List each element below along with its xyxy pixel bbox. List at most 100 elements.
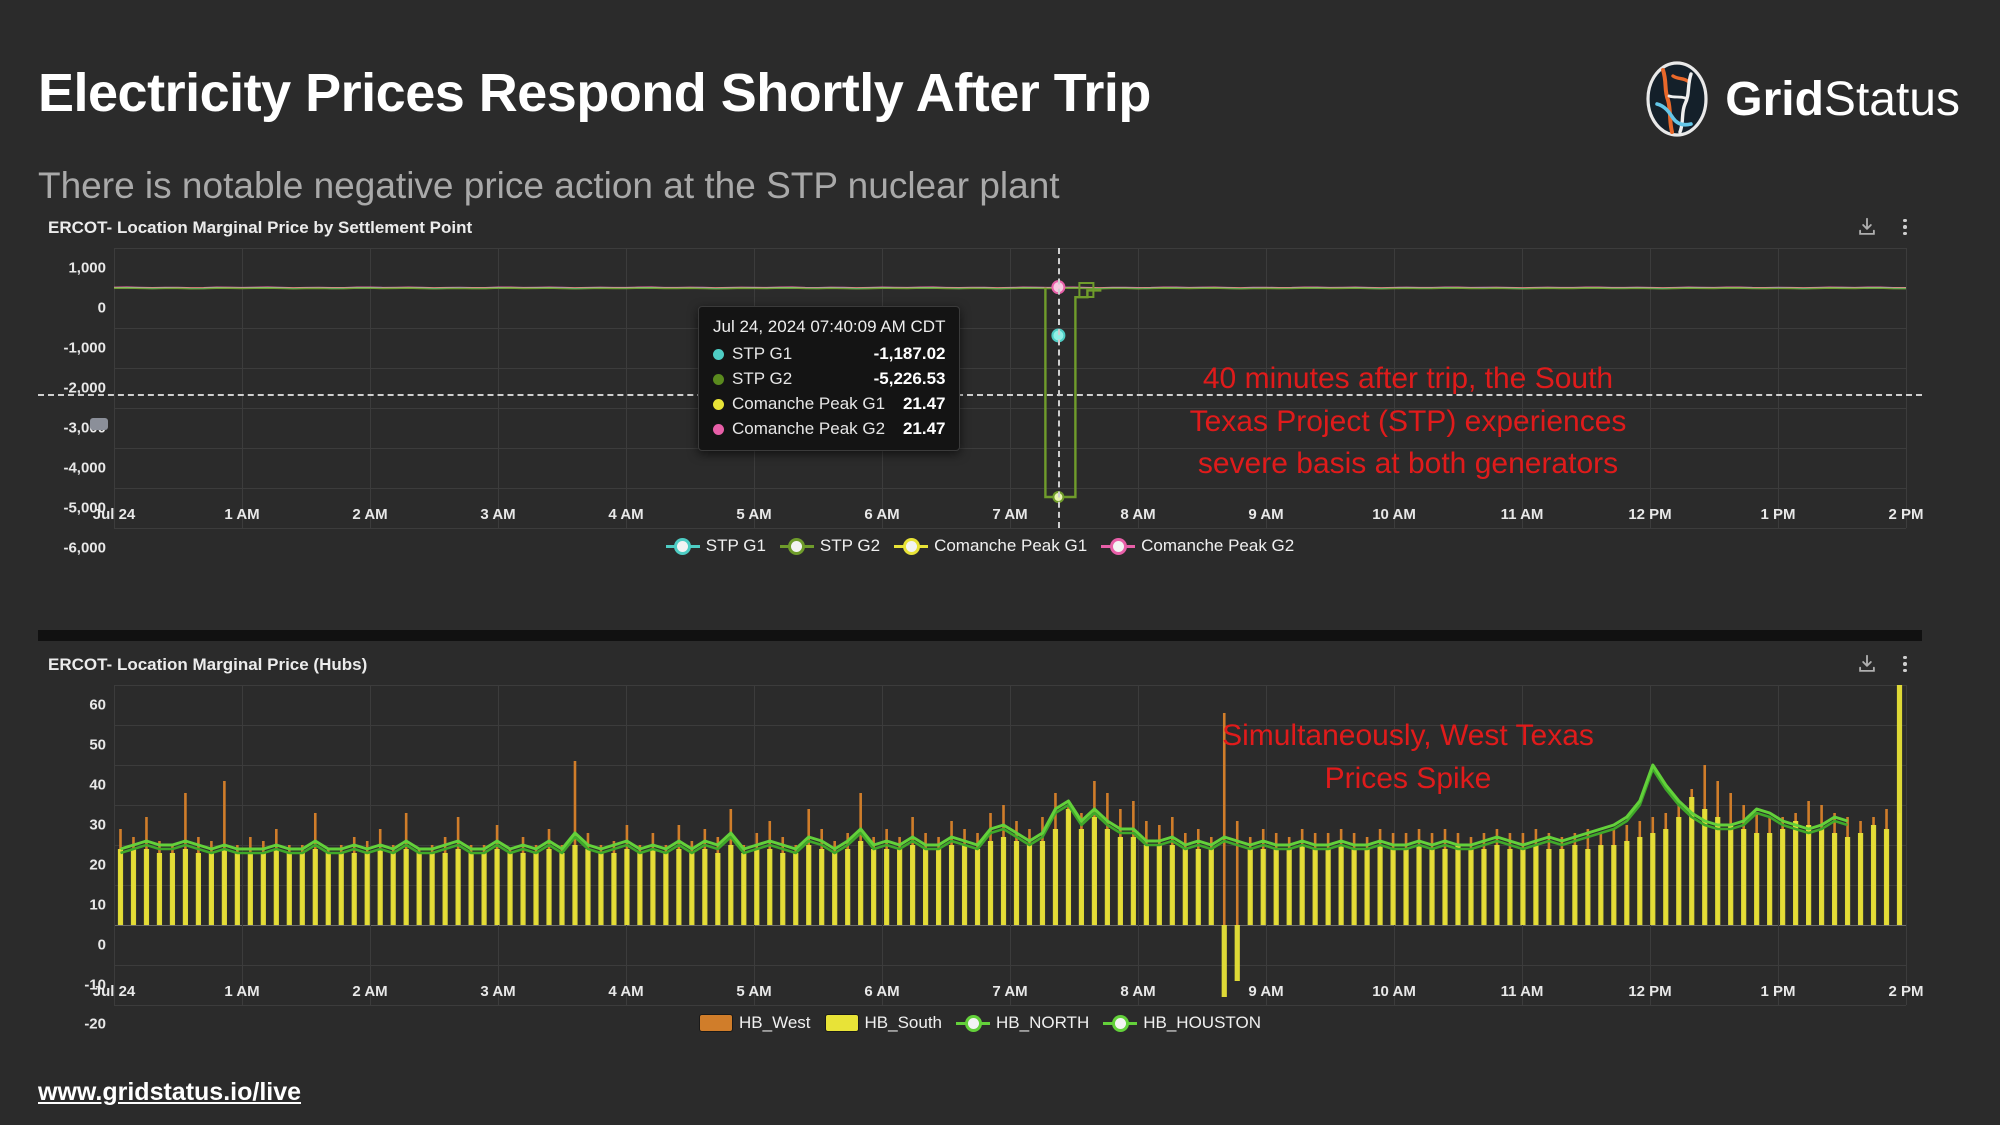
crosshair-horizontal xyxy=(38,394,1922,396)
panel1-y-axis: 1,000 0 -1,000 -2,000 -3,000 -4,000 -5,0… xyxy=(38,248,106,556)
legend-swatch xyxy=(824,1014,859,1032)
x-tick: 1 AM xyxy=(224,506,260,523)
gridline-vertical xyxy=(370,685,371,1005)
gridline-vertical xyxy=(626,248,627,528)
legend-swatch xyxy=(699,1014,734,1032)
tooltip-series-value: -1,187.02 xyxy=(873,344,946,363)
x-tick: 4 AM xyxy=(608,506,644,523)
gridline-vertical xyxy=(242,248,243,528)
gridline-vertical xyxy=(1778,248,1779,528)
legend-swatch xyxy=(779,539,814,553)
gridline-vertical xyxy=(1906,248,1907,528)
page-subtitle: There is notable negative price action a… xyxy=(38,165,1060,206)
x-tick: Jul 24 xyxy=(92,983,136,1000)
panel1-title: ERCOT- Location Marginal Price by Settle… xyxy=(48,218,473,237)
x-tick: 2 AM xyxy=(352,983,388,1000)
legend-item[interactable]: HB_NORTH xyxy=(956,1013,1089,1033)
x-tick: 6 AM xyxy=(864,983,900,1000)
panel2-y-axis: 60 50 40 30 20 10 0 -10 -20 xyxy=(38,685,106,1033)
y-tick: 60 xyxy=(89,696,106,714)
legend-item[interactable]: HB_West xyxy=(699,1013,811,1033)
gridline-vertical xyxy=(1010,248,1011,528)
tooltip-series-name: Comanche Peak G2 xyxy=(732,419,886,438)
tooltip-series-name: STP G1 xyxy=(732,344,793,363)
download-icon[interactable] xyxy=(1856,216,1878,238)
brand-wordmark: GridStatus xyxy=(1725,72,1960,127)
x-tick: 12 PM xyxy=(1628,506,1672,523)
legend-label: HB_West xyxy=(739,1013,811,1032)
gridline-vertical xyxy=(114,685,115,1005)
y-tick: 30 xyxy=(89,816,106,834)
more-vertical-icon[interactable] xyxy=(1898,216,1912,238)
x-tick: 12 PM xyxy=(1628,983,1672,1000)
header: Electricity Prices Respond Shortly After… xyxy=(0,0,2000,230)
gridline-vertical xyxy=(1778,685,1779,1005)
tooltip-series-value: 21.47 xyxy=(902,394,946,413)
gridline-vertical xyxy=(1394,248,1395,528)
more-vertical-icon[interactable] xyxy=(1898,653,1912,675)
legend-swatch xyxy=(665,539,700,553)
gridline-vertical xyxy=(1266,248,1267,528)
gridline-horizontal xyxy=(114,528,1906,529)
gridline-vertical xyxy=(1650,248,1651,528)
gridline-vertical xyxy=(1522,248,1523,528)
series-color-dot xyxy=(713,423,724,435)
panel2-legend: HB_West HB_South HB_NORTH HB_HOUSTON xyxy=(38,1013,1922,1033)
tooltip-series-name: STP G2 xyxy=(732,369,793,388)
legend-item[interactable]: HB_HOUSTON xyxy=(1103,1013,1261,1033)
page-title: Electricity Prices Respond Shortly After… xyxy=(38,63,1151,123)
gridline-vertical xyxy=(242,685,243,1005)
brand-name-bold: Grid xyxy=(1725,72,1824,126)
legend-item[interactable]: STP G1 xyxy=(665,536,766,556)
tooltip-date: Jul 24, 2024 07:40:09 AM CDT xyxy=(713,317,946,336)
panel1-legend: STP G1 STP G2 Comanche Peak G1 Comanche Pea… xyxy=(38,536,1922,556)
gridline-horizontal xyxy=(114,1005,1906,1006)
gridline-vertical xyxy=(1906,685,1907,1005)
y-tick: -10 xyxy=(84,976,106,994)
x-tick: 1 PM xyxy=(1760,506,1796,523)
series-color-dot xyxy=(713,373,724,385)
footer-link[interactable]: www.gridstatus.io/live xyxy=(38,1078,302,1106)
legend-item[interactable]: Comanche Peak G1 xyxy=(894,536,1087,556)
tooltip-series-value: -5,226.53 xyxy=(873,369,946,388)
legend-item[interactable]: Comanche Peak G2 xyxy=(1101,536,1294,556)
gridline-vertical xyxy=(1010,685,1011,1005)
panel2-title: ERCOT- Location Marginal Price (Hubs) xyxy=(48,655,368,674)
y-tick: 1,000 xyxy=(68,259,106,277)
legend-item[interactable]: HB_South xyxy=(824,1013,942,1033)
x-tick: 2 PM xyxy=(1888,983,1924,1000)
download-icon[interactable] xyxy=(1856,653,1878,675)
y-tick: 50 xyxy=(89,736,106,754)
y-tick: -20 xyxy=(84,1015,106,1033)
tooltip-series-value: 21.47 xyxy=(902,419,946,438)
legend-swatch xyxy=(1103,1016,1138,1030)
tooltip-row: STP G1 -1,187.02 xyxy=(713,344,945,364)
y-axis-drag-handle[interactable] xyxy=(90,418,108,430)
tooltip-row: Comanche Peak G1 21.47 xyxy=(713,394,945,414)
y-tick: -5,000 xyxy=(63,499,106,517)
legend-label: STP G1 xyxy=(705,536,766,555)
panel2-plot-area: 60 50 40 30 20 10 0 -10 -20 Simultaneous… xyxy=(38,685,1922,1033)
x-tick: 9 AM xyxy=(1248,506,1284,523)
brand-name-light: Status xyxy=(1823,72,1960,126)
panel2-series-layer xyxy=(117,685,1903,997)
tooltip-series-name: Comanche Peak G1 xyxy=(732,394,886,413)
legend-label: Comanche Peak G2 xyxy=(1141,536,1295,555)
x-tick: 5 AM xyxy=(736,506,772,523)
panel1-header: ERCOT- Location Marginal Price by Settle… xyxy=(38,216,1922,248)
y-tick: 40 xyxy=(89,776,106,794)
x-tick: 10 AM xyxy=(1372,983,1416,1000)
chart-panel-hubs: ERCOT- Location Marginal Price (Hubs) 60… xyxy=(38,653,1924,1075)
brand-logo: GridStatus xyxy=(1643,60,1960,138)
tooltip-row: Comanche Peak G2 21.47 xyxy=(713,419,945,439)
y-tick: 0 xyxy=(97,299,106,317)
gridline-vertical xyxy=(370,248,371,528)
legend-swatch xyxy=(1101,539,1136,553)
y-tick: -2,000 xyxy=(63,379,106,397)
x-tick: 2 PM xyxy=(1888,506,1924,523)
legend-item[interactable]: STP G2 xyxy=(779,536,880,556)
x-tick: 8 AM xyxy=(1120,983,1156,1000)
y-tick: 20 xyxy=(89,856,106,874)
legend-swatch xyxy=(956,1016,991,1030)
